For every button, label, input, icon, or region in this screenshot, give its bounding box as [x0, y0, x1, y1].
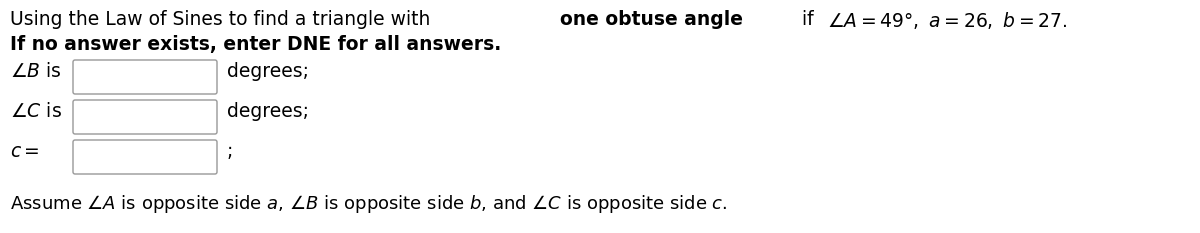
Text: If no answer exists, enter DNE for all answers.: If no answer exists, enter DNE for all a…	[10, 35, 502, 54]
Text: one obtuse angle: one obtuse angle	[560, 10, 743, 29]
Text: $\angle C$ is: $\angle C$ is	[10, 102, 62, 121]
Text: ;: ;	[227, 142, 233, 161]
FancyBboxPatch shape	[73, 140, 217, 174]
FancyBboxPatch shape	[73, 60, 217, 94]
Text: $\angle A = 49°,\ a = 26,\ b = 27.$: $\angle A = 49°,\ a = 26,\ b = 27.$	[827, 10, 1067, 31]
Text: degrees;: degrees;	[227, 102, 310, 121]
Text: Assume $\angle A$ is opposite side $a$, $\angle B$ is opposite side $b$, and $\a: Assume $\angle A$ is opposite side $a$, …	[10, 193, 727, 215]
Text: if: if	[797, 10, 820, 29]
Text: degrees;: degrees;	[227, 62, 310, 81]
FancyBboxPatch shape	[73, 100, 217, 134]
Text: Using the Law of Sines to find a triangle with: Using the Law of Sines to find a triangl…	[10, 10, 437, 29]
Text: $c =$: $c =$	[10, 142, 40, 161]
Text: $\angle B$ is: $\angle B$ is	[10, 62, 61, 81]
